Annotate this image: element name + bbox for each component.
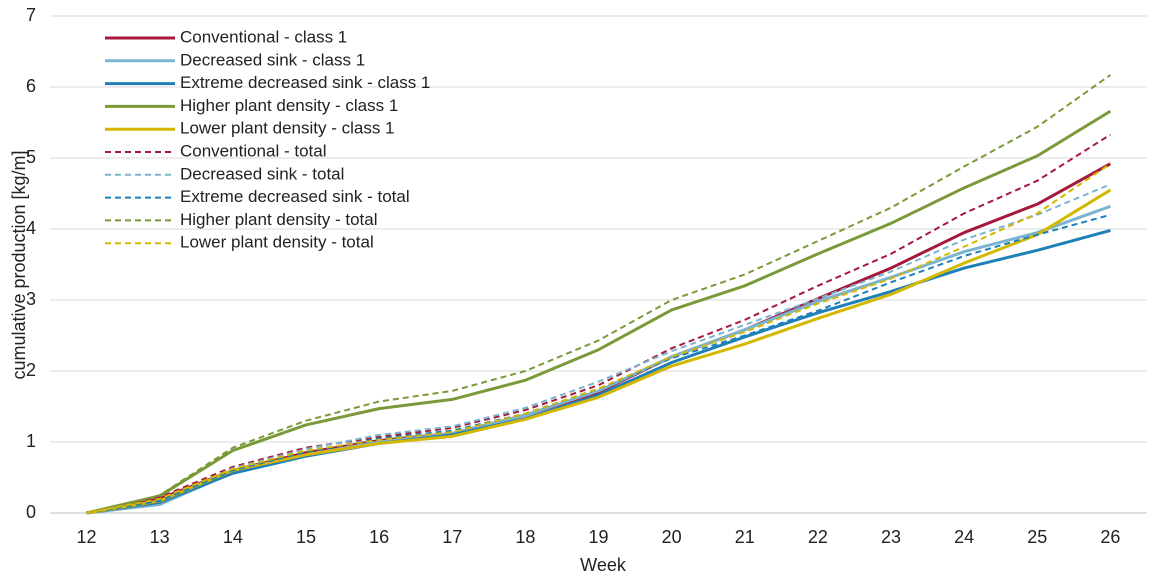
x-tick-label: 16 — [369, 527, 389, 547]
y-tick-label: 1 — [26, 431, 36, 451]
y-tick-label: 4 — [26, 218, 36, 238]
y-tick-label: 7 — [26, 5, 36, 25]
x-axis-label: Week — [580, 555, 627, 575]
x-tick-label: 20 — [662, 527, 682, 547]
y-tick-label: 3 — [26, 289, 36, 309]
legend-label: Extreme decreased sink - total — [180, 187, 410, 206]
series-line — [86, 183, 1111, 514]
legend-label: Decreased sink - total — [180, 164, 344, 183]
legend-label: Decreased sink - class 1 — [180, 50, 365, 69]
x-tick-label: 25 — [1027, 527, 1047, 547]
legend-label: Conventional - total — [180, 141, 326, 160]
series-line — [86, 109, 1112, 515]
x-tick-label: 18 — [515, 527, 535, 547]
x-tick-label: 19 — [588, 527, 608, 547]
x-tick-label: 24 — [954, 527, 974, 547]
series-line — [86, 228, 1111, 515]
y-tick-label: 6 — [26, 76, 36, 96]
x-tick-label: 15 — [296, 527, 316, 547]
y-tick-label: 5 — [26, 147, 36, 167]
x-tick-label: 14 — [223, 527, 243, 547]
y-tick-label: 2 — [26, 360, 36, 380]
x-tick-label: 22 — [808, 527, 828, 547]
legend-label: Lower plant density - class 1 — [180, 119, 395, 138]
series-line — [86, 74, 1112, 514]
x-tick-label: 26 — [1100, 527, 1120, 547]
legend-label: Extreme decreased sink - class 1 — [180, 73, 430, 92]
series-line — [86, 162, 1111, 514]
x-tick-label: 21 — [735, 527, 755, 547]
y-tick-label: 0 — [26, 502, 36, 522]
x-tick-label: 23 — [881, 527, 901, 547]
legend-label: Conventional - class 1 — [180, 27, 347, 46]
x-tick-label: 12 — [77, 527, 97, 547]
legend-label: Higher plant density - total — [180, 210, 378, 229]
series-line — [86, 188, 1112, 515]
legend-label: Lower plant density - total — [180, 233, 374, 252]
y-axis-label: cumulative production [kg/m] — [9, 150, 29, 379]
x-tick-label: 13 — [150, 527, 170, 547]
x-tick-label: 17 — [442, 527, 462, 547]
legend-label: Higher plant density - class 1 — [180, 96, 398, 115]
series-line — [86, 213, 1111, 514]
